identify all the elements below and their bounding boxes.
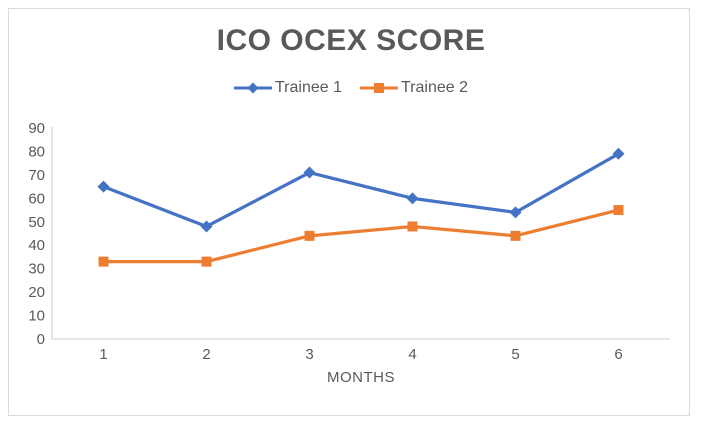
legend-label: Trainee 2 [401,79,468,96]
x-axis-tick-label: 6 [614,346,622,363]
data-point-trainee-1 [303,166,316,179]
x-axis-tick-label: 3 [305,346,313,363]
y-axis-tick-label: 10 [28,308,45,325]
legend-square-marker-icon [360,83,398,93]
data-point-trainee-2 [613,205,624,216]
series-line-trainee-2 [101,208,621,264]
data-point-trainee-1 [509,206,522,219]
y-axis-tick-label: 50 [28,214,45,231]
data-point-trainee-2 [407,221,418,232]
legend-diamond-marker-icon [234,82,272,94]
y-axis-tick-label: 80 [28,143,45,160]
legend-item-trainee-2[interactable]: Trainee 2 [360,79,468,97]
data-point-trainee-2 [98,256,109,267]
y-axis-tick-label: 30 [28,261,45,278]
legend: Trainee 1 Trainee 2 [0,79,702,97]
data-point-trainee-2 [304,230,315,241]
x-axis-tick-label: 2 [202,346,210,363]
y-axis-tick-label: 40 [28,237,45,254]
y-axis-tick-label: 90 [28,120,45,137]
chart-title: ICO OCEX SCORE [216,24,486,57]
chart-container[interactable] [8,8,690,416]
y-axis-tick-label: 20 [28,284,45,301]
x-axis-tick-label: 1 [99,346,107,363]
data-point-trainee-1 [97,180,110,193]
data-point-trainee-1 [612,147,625,160]
x-axis-tick-label: 4 [408,346,416,363]
legend-item-trainee-1[interactable]: Trainee 1 [234,79,342,97]
legend-label: Trainee 1 [275,79,342,96]
data-point-trainee-1 [200,220,213,233]
y-axis-tick-label: 0 [37,331,45,348]
data-point-trainee-2 [201,256,212,267]
x-axis-tick-label: 5 [511,346,519,363]
data-point-trainee-1 [406,192,419,205]
x-axis-title: MONTHS [327,369,395,386]
data-point-trainee-2 [510,230,521,241]
y-axis-tick-label: 60 [28,190,45,207]
series-line-trainee-1 [101,152,621,229]
y-axis-tick-label: 70 [28,167,45,184]
